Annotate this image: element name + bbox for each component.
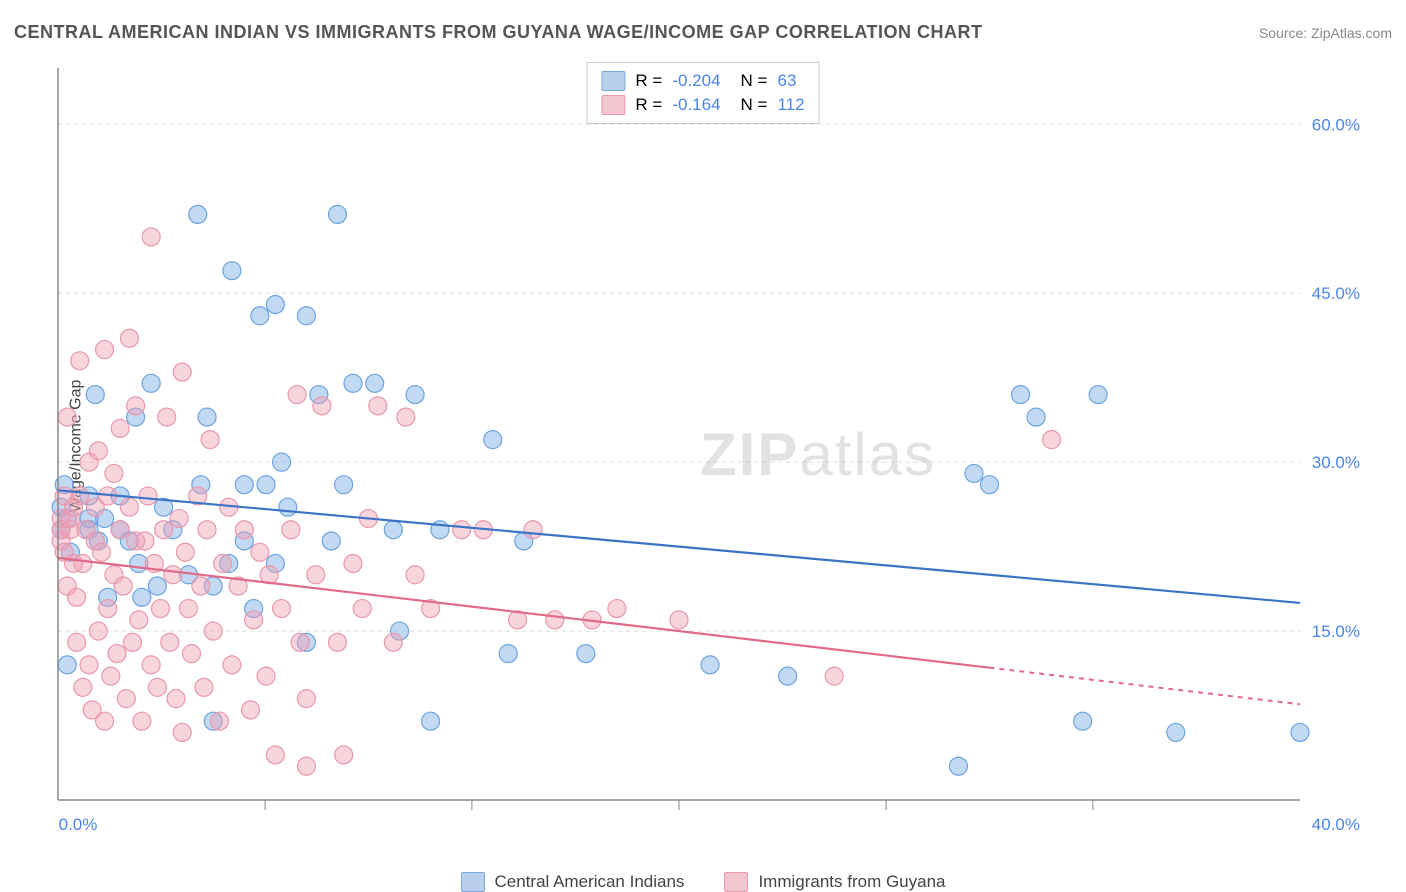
stats-r-label: R =: [635, 93, 662, 117]
chart-title: CENTRAL AMERICAN INDIAN VS IMMIGRANTS FR…: [14, 22, 983, 43]
stats-n-label: N =: [741, 93, 768, 117]
chart-svg: 15.0% 30.0% 45.0% 60.0% 0.0% 40.0%: [50, 60, 1370, 840]
legend-swatch-0: [461, 872, 485, 892]
header: CENTRAL AMERICAN INDIAN VS IMMIGRANTS FR…: [14, 22, 1392, 43]
svg-text:60.0%: 60.0%: [1312, 115, 1360, 134]
stats-box: R = -0.204 N = 63 R = -0.164 N = 112: [586, 62, 819, 124]
svg-text:0.0%: 0.0%: [59, 815, 98, 834]
stats-n-value-0: 63: [777, 69, 796, 93]
stats-swatch-0: [601, 71, 625, 91]
source-label: Source: ZipAtlas.com: [1259, 25, 1392, 41]
stats-row-1: R = -0.164 N = 112: [601, 93, 804, 117]
legend-item-1: Immigrants from Guyana: [724, 872, 945, 892]
svg-text:15.0%: 15.0%: [1312, 622, 1360, 641]
svg-text:45.0%: 45.0%: [1312, 284, 1360, 303]
legend-swatch-1: [724, 872, 748, 892]
stats-r-label: R =: [635, 69, 662, 93]
stats-r-value-0: -0.204: [672, 69, 720, 93]
svg-text:30.0%: 30.0%: [1312, 453, 1360, 472]
stats-r-value-1: -0.164: [672, 93, 720, 117]
svg-text:40.0%: 40.0%: [1312, 815, 1360, 834]
legend-label-0: Central American Indians: [495, 872, 685, 892]
legend-label-1: Immigrants from Guyana: [758, 872, 945, 892]
stats-swatch-1: [601, 95, 625, 115]
stats-row-0: R = -0.204 N = 63: [601, 69, 804, 93]
legend-bottom: Central American Indians Immigrants from…: [0, 872, 1406, 892]
stats-n-label: N =: [741, 69, 768, 93]
legend-item-0: Central American Indians: [461, 872, 685, 892]
stats-n-value-1: 112: [777, 93, 804, 117]
chart-area: 15.0% 30.0% 45.0% 60.0% 0.0% 40.0%: [50, 60, 1370, 840]
